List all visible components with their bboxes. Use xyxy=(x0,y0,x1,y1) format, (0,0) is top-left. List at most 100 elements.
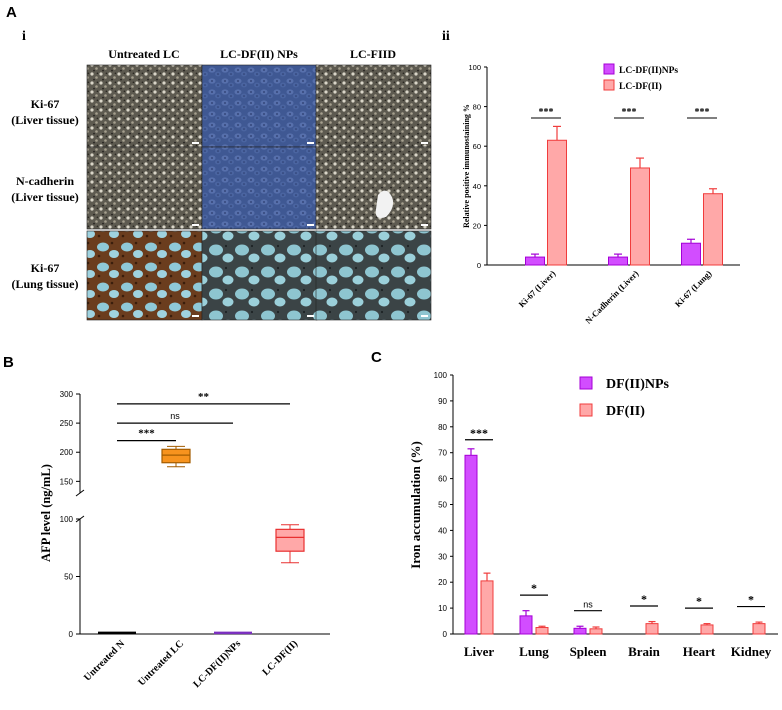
legend-swatch xyxy=(603,79,615,91)
bar xyxy=(573,627,587,635)
scale-bar xyxy=(421,315,428,317)
y-tick-label: 0 xyxy=(477,261,481,270)
y-tick-label: 100 xyxy=(60,515,74,524)
y-tick-label: 250 xyxy=(60,419,74,428)
y-tick-label: 50 xyxy=(438,501,447,510)
significance-label: ns xyxy=(583,600,593,610)
x-tick-label: Spleen xyxy=(570,644,608,659)
scale-bar xyxy=(307,142,314,144)
y-axis-label: Iron accumulation (%) xyxy=(408,441,423,569)
comparison-label: ** xyxy=(198,391,210,403)
legend-label: LC-DF(II) xyxy=(619,81,662,92)
significance-label: * xyxy=(531,581,537,595)
bar xyxy=(480,580,494,635)
y-tick-label: 200 xyxy=(60,448,74,457)
x-tick-label: LC-DF(II)NPs xyxy=(191,638,243,690)
micrograph-tile xyxy=(86,146,203,230)
bar xyxy=(752,623,766,635)
box xyxy=(275,528,305,552)
y-tick-label: 60 xyxy=(438,475,447,484)
micrograph-tile xyxy=(201,64,318,148)
significance-label: * xyxy=(696,594,702,608)
bar xyxy=(464,454,478,635)
scale-bar xyxy=(421,142,428,144)
bar xyxy=(547,139,567,266)
bar xyxy=(703,193,723,266)
legend-label: DF(II)NPs xyxy=(606,377,670,392)
y-tick-label: 90 xyxy=(438,397,447,406)
y-tick-label: 300 xyxy=(60,390,74,399)
significance-label: *** xyxy=(622,107,637,118)
y-tick-label: 80 xyxy=(473,103,481,112)
row-label: Ki-67 xyxy=(31,261,60,275)
column-header: Untreated LC xyxy=(108,47,179,61)
x-tick-label: LC-DF(II) xyxy=(261,638,301,678)
panel-label-Aii: ii xyxy=(442,29,450,44)
scale-bar xyxy=(421,224,428,226)
column-header: LC-FIID xyxy=(350,47,396,61)
legend-swatch xyxy=(579,376,593,390)
x-tick-label: Kidney xyxy=(731,644,772,659)
y-tick-label: 40 xyxy=(438,526,447,535)
x-tick-label: Untreated LC xyxy=(136,638,186,688)
y-tick-label: 100 xyxy=(434,371,448,380)
micrograph-grid: Untreated LC LC-DF(II) NPs LC-FIID Ki-67… xyxy=(11,47,432,321)
y-tick-label: 0 xyxy=(443,630,448,639)
box xyxy=(161,448,191,464)
row-label: (Lung tissue) xyxy=(11,277,78,291)
significance-label: * xyxy=(641,592,647,606)
x-tick-label: N-Cadherin (Liver) xyxy=(583,268,640,325)
y-tick-label: 60 xyxy=(473,142,481,151)
micrograph-tile xyxy=(201,146,318,230)
scale-bar xyxy=(307,315,314,317)
panel-label-C: C xyxy=(371,349,382,366)
scale-bar xyxy=(192,224,199,226)
bar xyxy=(681,242,701,266)
x-tick-label: Ki-67 (Liver) xyxy=(516,268,557,309)
x-tick-label: Lung xyxy=(519,644,549,659)
axis-break-mark xyxy=(75,489,85,497)
legend-swatch xyxy=(579,403,593,417)
significance-label: *** xyxy=(470,426,488,440)
bar xyxy=(700,624,714,635)
y-tick-label: 20 xyxy=(438,578,447,587)
panel-label-B: B xyxy=(3,354,14,371)
panel-label-Ai: i xyxy=(22,29,26,44)
comparison-label: ns xyxy=(170,411,180,421)
row-label: (Liver tissue) xyxy=(11,190,78,204)
micrograph-tile xyxy=(201,230,318,321)
panel-label-A: A xyxy=(6,4,17,21)
legend-swatch xyxy=(603,63,615,75)
micrograph-tile xyxy=(315,146,432,230)
row-label: N-cadherin xyxy=(16,174,74,188)
y-tick-label: 10 xyxy=(438,604,447,613)
y-tick-label: 100 xyxy=(468,63,481,72)
scale-bar xyxy=(192,315,199,317)
significance-label: *** xyxy=(695,107,710,118)
y-tick-label: 150 xyxy=(60,477,74,486)
row-label: (Liver tissue) xyxy=(11,113,78,127)
bar xyxy=(519,615,533,635)
x-tick-label: Untreated N xyxy=(82,638,128,684)
chart-immunostaining: 0 20 40 60 80 100 Relative positive immunostai… xyxy=(462,63,740,326)
y-tick-label: 40 xyxy=(473,182,481,191)
bar xyxy=(645,623,659,635)
chart-afp-level: 150 200 250 300 0 50 100 AFP level (ng/mL) Untre… xyxy=(39,390,330,690)
row-label: Ki-67 xyxy=(31,97,60,111)
x-tick-label: Brain xyxy=(628,644,661,659)
micrograph-tile xyxy=(315,230,432,321)
y-tick-label: 80 xyxy=(438,423,447,432)
scale-bar xyxy=(307,224,314,226)
micrograph-tile xyxy=(86,64,203,148)
y-tick-label: 30 xyxy=(438,552,447,561)
y-tick-label: 70 xyxy=(438,449,447,458)
y-tick-label: 0 xyxy=(69,630,74,639)
chart-iron-accumulation: 0 10 20 30 40 50 60 70 80 90 100 Iron accumulation … xyxy=(408,371,778,659)
micrograph-tile xyxy=(86,230,203,321)
vessel-lumen xyxy=(375,190,394,218)
y-axis-label: AFP level (ng/mL) xyxy=(39,464,53,562)
y-tick-label: 50 xyxy=(64,573,73,582)
scale-bar xyxy=(192,142,199,144)
bar xyxy=(630,167,650,266)
